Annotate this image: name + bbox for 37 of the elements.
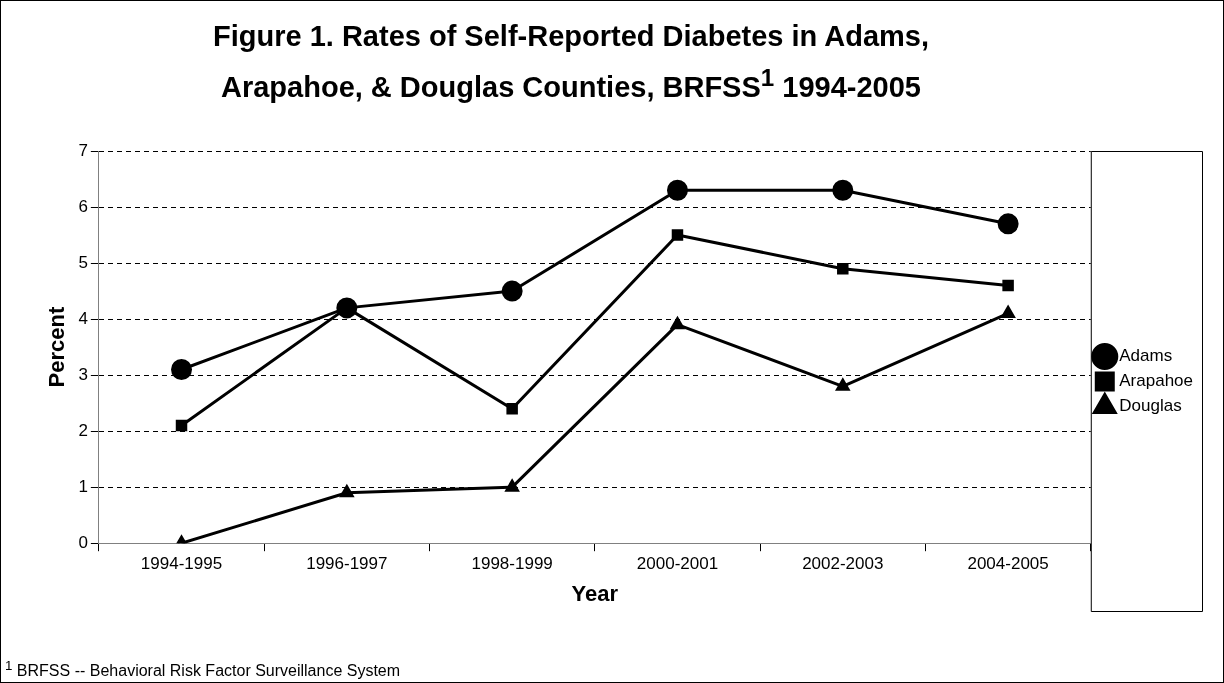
y-tick-label: 7: [78, 140, 88, 160]
point: [836, 378, 850, 391]
legend-label: Arapahoe: [1119, 371, 1194, 391]
y-tick-label: 0: [78, 532, 88, 552]
point: [1002, 279, 1014, 292]
legend-label: Douglas: [1119, 396, 1182, 416]
y-axis-title: Percent: [44, 306, 70, 388]
point: [671, 229, 684, 241]
point: [666, 179, 688, 201]
y-tick-label: 2: [78, 420, 88, 440]
x-axis-title: Year: [571, 580, 619, 606]
point: [670, 317, 685, 330]
point: [175, 419, 188, 432]
point: [837, 262, 849, 275]
point: [997, 213, 1019, 235]
point: [505, 479, 519, 492]
legend-label: Adams: [1119, 346, 1173, 366]
point: [1001, 305, 1015, 318]
chart-title: Figure 1. Rates of Self-Reported Diabetes in Adams, Arapahoe, & Douglas Counties, BRFSS$^{1}$ 1994-2005: [212, 19, 930, 105]
point: [336, 297, 358, 319]
x-tick-label: 1996-1997: [306, 554, 388, 574]
point: [506, 402, 518, 415]
point: [501, 280, 523, 302]
x-tick-label: 2000-2001: [636, 554, 719, 574]
x-tick-label: 2002-2003: [802, 554, 884, 574]
x-tick-label: 1998-1999: [471, 554, 553, 574]
point: [340, 485, 354, 498]
y-tick-label: 3: [78, 364, 88, 384]
y-tick-label: 4: [78, 308, 88, 328]
y-tick-label: 6: [78, 196, 88, 216]
x-tick-label: 1994-1995: [140, 554, 223, 574]
point: [832, 179, 854, 201]
text: $^{1}$ BRFSS -- Behavioral Risk Factor Surveillance System: [5, 657, 401, 680]
x-tick-label: 2004-2005: [967, 554, 1049, 574]
y-tick-label: 5: [78, 252, 88, 272]
y-tick-label: 1: [78, 476, 88, 496]
point: [171, 359, 193, 381]
